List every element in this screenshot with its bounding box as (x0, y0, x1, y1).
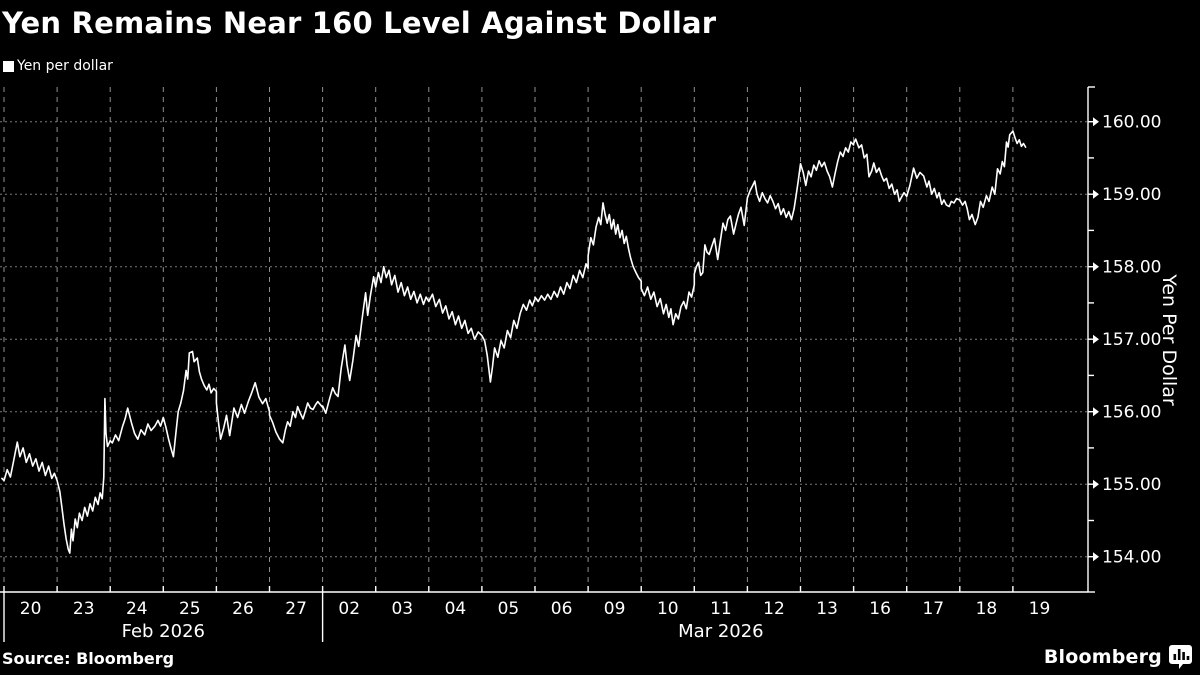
x-tick-label: 03 (391, 599, 413, 619)
legend: Yen per dollar (3, 58, 113, 74)
x-tick-label: 05 (498, 599, 520, 619)
x-tick-label: 18 (976, 599, 998, 619)
x-tick-label: 11 (710, 599, 732, 619)
x-tick-label: 02 (338, 599, 360, 619)
y-tick-label: 158.00 (1102, 258, 1161, 278)
legend-marker-icon (3, 60, 14, 72)
x-tick-label: 12 (763, 599, 785, 619)
x-tick-label: 26 (232, 599, 254, 619)
y-tick-label: 154.00 (1102, 548, 1161, 568)
y-tick-arrow (1093, 334, 1099, 344)
month-label: Mar 2026 (678, 621, 764, 642)
x-tick-label: 20 (20, 599, 42, 619)
x-tick-label: 19 (1029, 599, 1051, 619)
y-tick-arrow (1093, 189, 1099, 199)
y-tick-label: 157.00 (1102, 330, 1161, 350)
y-tick-label: 155.00 (1102, 475, 1161, 495)
y-tick-arrow (1093, 262, 1099, 272)
y-tick-label: 159.00 (1102, 185, 1161, 205)
brand-logo: Bloomberg (1044, 644, 1193, 670)
price-line (1, 130, 1027, 554)
chart-title: Yen Remains Near 160 Level Against Dolla… (2, 6, 717, 40)
x-tick-label: 25 (179, 599, 201, 619)
x-tick-label: 27 (285, 599, 307, 619)
bar-chart-bubble-icon (1169, 645, 1192, 669)
x-tick-label: 06 (551, 599, 573, 619)
y-tick-arrow (1093, 479, 1099, 489)
y-axis-title: Yen Per Dollar (1158, 274, 1180, 406)
x-tick-label: 24 (126, 599, 148, 619)
y-tick-arrow (1093, 552, 1099, 562)
month-label: Feb 2026 (122, 621, 205, 642)
legend-label: Yen per dollar (17, 58, 113, 74)
y-tick-arrow (1093, 117, 1099, 127)
x-tick-label: 09 (604, 599, 626, 619)
x-tick-label: 23 (73, 599, 95, 619)
x-tick-label: 16 (869, 599, 891, 619)
brand-name: Bloomberg (1043, 646, 1162, 668)
x-tick-label: 10 (657, 599, 679, 619)
y-tick-label: 156.00 (1102, 403, 1161, 423)
x-tick-label: 17 (922, 599, 944, 619)
y-tick-arrow (1093, 407, 1099, 417)
source-caption: Source: Bloomberg (2, 649, 175, 668)
x-tick-label: 04 (445, 599, 467, 619)
x-tick-label: 13 (816, 599, 838, 619)
y-tick-label: 160.00 (1102, 113, 1161, 133)
